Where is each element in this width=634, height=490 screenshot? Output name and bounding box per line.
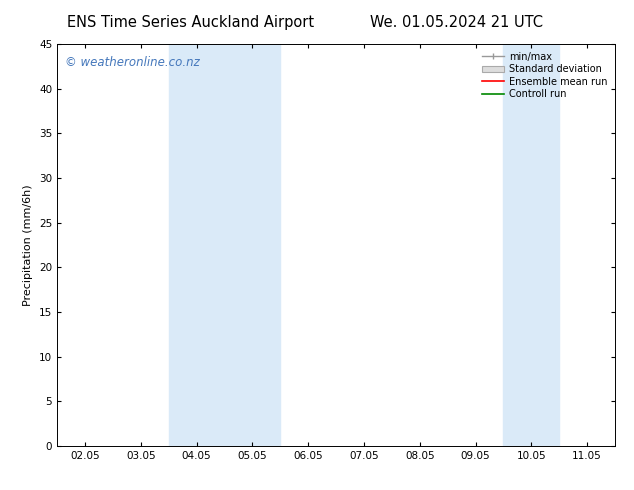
Bar bbox=[169, 44, 224, 446]
Bar bbox=[224, 44, 280, 446]
Y-axis label: Precipitation (mm/6h): Precipitation (mm/6h) bbox=[23, 184, 34, 306]
Bar bbox=[503, 44, 559, 446]
Legend: min/max, Standard deviation, Ensemble mean run, Controll run: min/max, Standard deviation, Ensemble me… bbox=[479, 49, 610, 102]
Text: We. 01.05.2024 21 UTC: We. 01.05.2024 21 UTC bbox=[370, 15, 543, 30]
Text: © weatheronline.co.nz: © weatheronline.co.nz bbox=[65, 56, 200, 69]
Text: ENS Time Series Auckland Airport: ENS Time Series Auckland Airport bbox=[67, 15, 314, 30]
